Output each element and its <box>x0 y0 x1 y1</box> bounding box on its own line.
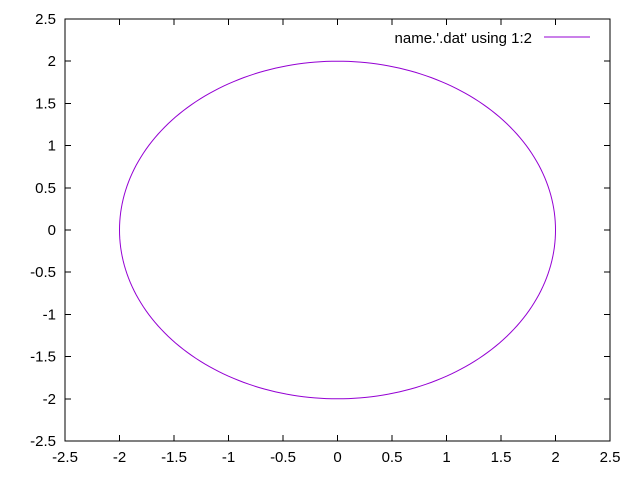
x-tick-label: 2 <box>551 449 559 466</box>
legend-label: name.'.dat' using 1:2 <box>395 30 532 47</box>
series-line <box>118 60 556 400</box>
y-tick-label: 2 <box>48 53 56 70</box>
y-tick-label: 1.5 <box>35 95 56 112</box>
legend: name.'.dat' using 1:2 <box>395 30 590 47</box>
plot-frame <box>64 18 611 442</box>
y-tick-label: -1 <box>43 306 56 323</box>
x-tick-label: -0.5 <box>270 449 296 466</box>
x-tick-label: -1.5 <box>161 449 187 466</box>
x-tick-label: -2.5 <box>52 449 78 466</box>
y-tick-label: 0 <box>48 222 56 239</box>
y-tick-label: -2 <box>43 391 56 408</box>
y-tick-label: -0.5 <box>30 264 56 281</box>
x-tick-label: 2.5 <box>600 449 621 466</box>
y-tick-label: 0.5 <box>35 180 56 197</box>
ticks: -2.5 -2 -1.5 -1 -0.5 0 0.5 1 1.5 2 2.5 -2.5 -2 -1.5 -1… <box>30 11 620 466</box>
x-tick-label: 0 <box>333 449 341 466</box>
x-tick-label: 1.5 <box>491 449 512 466</box>
y-tick-label: -1.5 <box>30 349 56 366</box>
x-tick-label: 1 <box>442 449 450 466</box>
x-tick-label: -1 <box>222 449 235 466</box>
y-tick-label: 2.5 <box>35 11 56 28</box>
y-tick-label: -2.5 <box>30 433 56 450</box>
y-tick-label: 1 <box>48 138 56 155</box>
x-tick-label: -2 <box>113 449 126 466</box>
x-tick-label: 0.5 <box>382 449 403 466</box>
